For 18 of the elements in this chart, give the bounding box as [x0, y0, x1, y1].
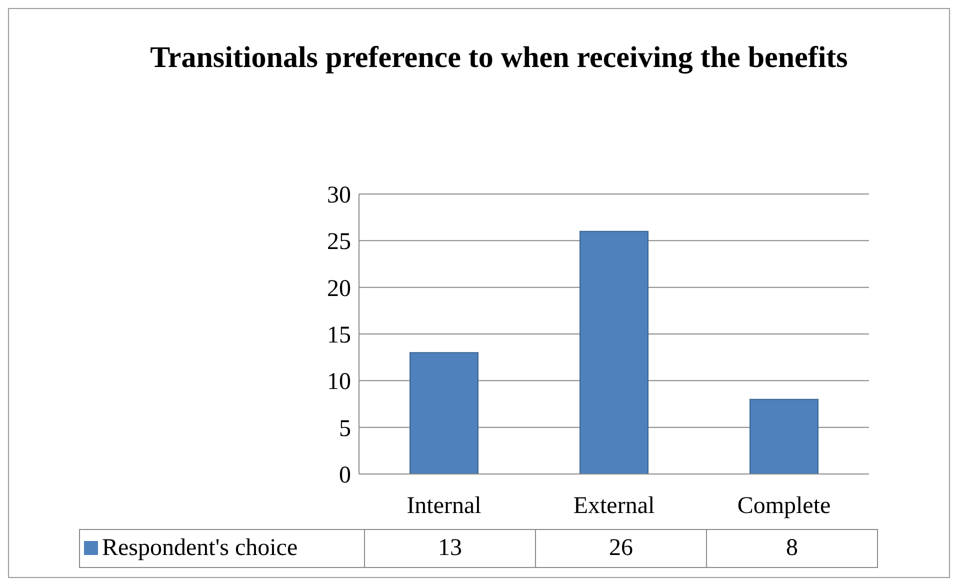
y-tick-label: 10 [327, 369, 351, 396]
x-tick-label: External [573, 493, 655, 520]
y-tick-label: 0 [339, 462, 351, 489]
legend-label: Respondent's choice [101, 535, 298, 561]
y-tick-label: 5 [339, 416, 351, 442]
y-tick-label: 15 [327, 322, 351, 349]
x-tick-label: Internal [406, 493, 482, 520]
bar [580, 230, 648, 474]
x-tick-label: Complete [737, 493, 831, 520]
data-label: 13 [364, 530, 536, 568]
bar [410, 352, 478, 474]
data-label: 8 [706, 530, 878, 568]
y-tick-label: 25 [327, 229, 351, 256]
data-label: 26 [536, 530, 706, 568]
chart-title: Transitionals preference to when receiving the benefits [149, 40, 849, 76]
y-tick-label: 30 [327, 182, 351, 209]
bar [750, 398, 818, 474]
y-tick-label: 20 [327, 276, 351, 302]
